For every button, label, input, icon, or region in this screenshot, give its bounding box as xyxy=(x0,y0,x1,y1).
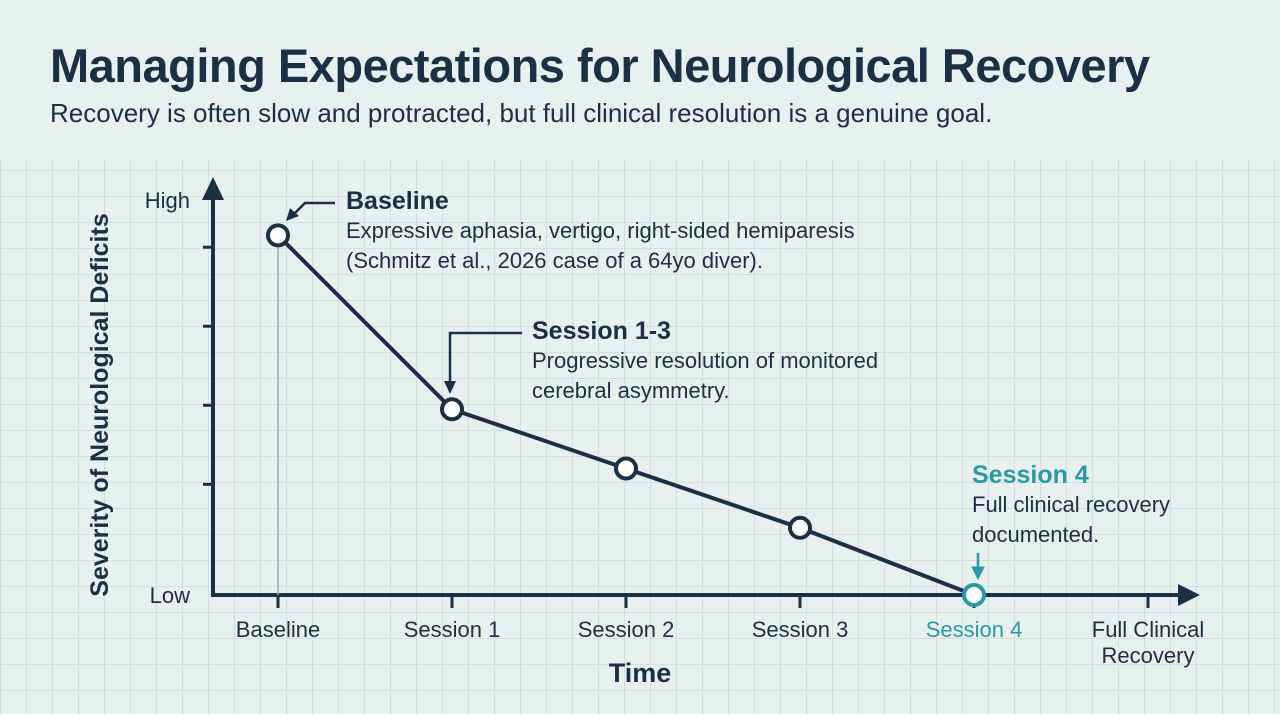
point xyxy=(788,515,812,540)
annotation: Session 1-3 Progressive resolution of mo… xyxy=(532,316,922,406)
x-tick-label: Session 3 xyxy=(751,617,849,642)
chart-title: Managing Expectations for Neurological R… xyxy=(50,39,1150,92)
annotation-text: Expressive aphasia, vertigo, right-sided… xyxy=(346,218,855,273)
x-tick-label: Session 4 xyxy=(925,617,1023,642)
y-axis-arrow xyxy=(202,177,224,200)
annotation-arrowhead xyxy=(286,208,299,221)
y-axis-label: Severity of Neurological Deficits xyxy=(86,213,114,596)
point xyxy=(614,456,638,481)
annotation-title: Session 1-3 xyxy=(532,317,671,345)
annotation-title: Session 4 xyxy=(972,461,1089,489)
point xyxy=(266,223,290,248)
x-axis-label: Time xyxy=(609,658,672,688)
annotation-text: Full clinical recovery documented. xyxy=(972,492,1171,547)
y-tick-label: Low xyxy=(150,583,190,608)
annotation-arrow xyxy=(448,331,522,384)
header xyxy=(0,0,1280,160)
x-tick-label: Baseline xyxy=(235,617,321,642)
annotation-text: Progressive resolution of monitored cere… xyxy=(532,348,879,403)
point xyxy=(962,583,986,607)
y-tick-label: High xyxy=(145,188,190,213)
annotation-arrowhead xyxy=(444,381,456,394)
annotation: Session 4 Full clinical recovery documen… xyxy=(972,460,1202,550)
line xyxy=(276,233,975,597)
annotation-arrow xyxy=(971,553,985,581)
annotation-arrow xyxy=(291,201,335,217)
chart-subtitle: Recovery is often slow and protracted, b… xyxy=(50,98,993,128)
annotation-title: Baseline xyxy=(346,187,449,215)
x-tick-label: Session 2 xyxy=(577,617,675,642)
point xyxy=(440,397,464,422)
x-axis-arrow xyxy=(1178,584,1200,606)
annotation: Baseline Expressive aphasia, vertigo, ri… xyxy=(346,186,916,276)
x-tick-label: Full Clinical Recovery xyxy=(1091,617,1205,668)
annotation-arrowhead xyxy=(971,566,985,581)
x-tick-label: Session 1 xyxy=(403,617,501,642)
